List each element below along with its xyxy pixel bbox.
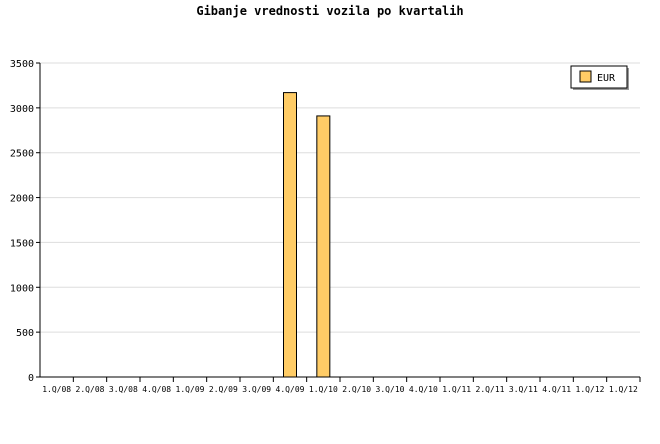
- x-tick-label: 2.Q/10: [342, 385, 371, 394]
- y-tick-label: 1000: [10, 283, 34, 294]
- x-tick-label: 3.Q/08: [109, 385, 138, 394]
- x-tick-label: 2.Q/09: [209, 385, 238, 394]
- x-tick-label: 1.Q/12: [609, 385, 638, 394]
- chart-title: Gibanje vrednosti vozila po kvartalih: [196, 4, 463, 18]
- x-tick-label: 4.Q/10: [409, 385, 438, 394]
- y-tick-label: 2000: [10, 194, 34, 205]
- x-tick-label: 3.Q/11: [509, 385, 538, 394]
- y-tick-label: 500: [16, 328, 34, 339]
- x-tick-label: 1.Q/09: [176, 385, 205, 394]
- x-tick-label: 1.Q/10: [309, 385, 338, 394]
- legend: EUR: [570, 65, 629, 90]
- x-tick-label: 2.Q/08: [76, 385, 105, 394]
- bar-1.Q/10: [316, 115, 331, 378]
- legend-swatch: [579, 70, 592, 83]
- x-tick-label: 2.Q/11: [476, 385, 505, 394]
- y-tick-label: 0: [28, 373, 34, 384]
- x-tick-label: 1.Q/12: [576, 385, 605, 394]
- legend-label: EUR: [597, 73, 616, 84]
- x-tick-label: 4.Q/11: [542, 385, 571, 394]
- y-tick-label: 3500: [10, 59, 34, 70]
- x-tick-label: 3.Q/10: [376, 385, 405, 394]
- x-tick-label: 4.Q/08: [142, 385, 171, 394]
- y-tick-label: 1500: [10, 238, 34, 249]
- bar-4.Q/09: [283, 92, 297, 378]
- x-tick-label: 1.Q/11: [442, 385, 471, 394]
- y-tick-label: 2500: [10, 149, 34, 160]
- x-tick-label: 1.Q/08: [42, 385, 71, 394]
- y-tick-label: 3000: [10, 104, 34, 115]
- x-tick-label: 4.Q/09: [276, 385, 305, 394]
- x-tick-label: 3.Q/09: [242, 385, 271, 394]
